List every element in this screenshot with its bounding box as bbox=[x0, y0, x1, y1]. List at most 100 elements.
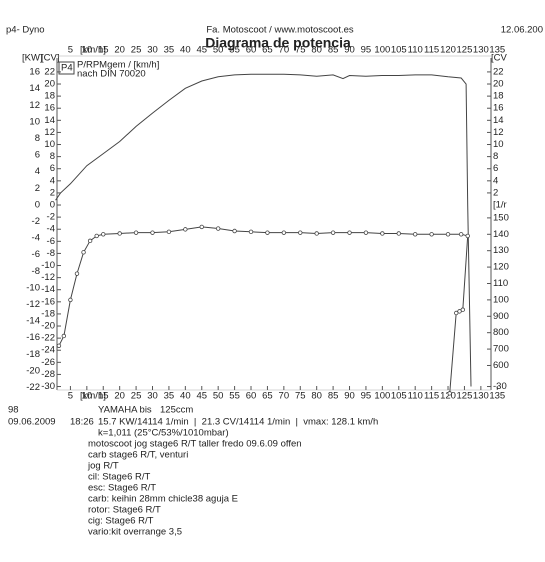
rpm-tick-label: 100 bbox=[493, 294, 509, 305]
x-tick-label-bottom: 80 bbox=[311, 391, 322, 402]
cv-tick-label: 14 bbox=[44, 115, 55, 126]
setup-note: jog R/T bbox=[87, 461, 119, 472]
series-point bbox=[396, 231, 401, 236]
cv-right-tick-label: 16 bbox=[493, 103, 504, 114]
cv-right-tick-label: -30 bbox=[493, 381, 507, 392]
kw-tick-label: 0 bbox=[35, 199, 40, 210]
rpm-tick-label: 800 bbox=[493, 327, 509, 338]
setup-note: cil: Stage6 R/T bbox=[88, 472, 150, 483]
x-tick-label-top: 110 bbox=[408, 45, 423, 56]
x-axis-label-bottom: [km/h] bbox=[80, 391, 106, 402]
cv-right-axis-label: [CV bbox=[491, 53, 508, 64]
x-tick-label-bottom: 45 bbox=[196, 391, 207, 402]
series-point bbox=[166, 229, 172, 235]
series-point bbox=[429, 232, 434, 237]
cv-tick-label: 4 bbox=[50, 175, 55, 186]
series-point bbox=[232, 228, 237, 234]
x-tick-label-bottom: 30 bbox=[147, 391, 158, 402]
series-point bbox=[94, 233, 99, 239]
kw-tick-label: 12 bbox=[29, 100, 40, 111]
x-tick-label-bottom: 50 bbox=[213, 391, 224, 402]
x-tick-label-top: 45 bbox=[196, 45, 207, 56]
x-tick-label-top: 90 bbox=[344, 45, 355, 56]
series-line bbox=[55, 73, 472, 387]
rpm-axis-label: [1/r bbox=[493, 200, 507, 211]
x-tick-label-bottom: 85 bbox=[328, 391, 339, 402]
series-point bbox=[363, 230, 369, 235]
header-left: p4- Dyno bbox=[6, 25, 45, 36]
x-tick-label-bottom: 35 bbox=[164, 391, 175, 402]
series-point bbox=[150, 230, 155, 235]
x-tick-label-top: 135 bbox=[489, 45, 505, 56]
cv-tick-label: 10 bbox=[44, 139, 55, 150]
kw-tick-label: 14 bbox=[29, 83, 40, 94]
kw-tick-label: -4 bbox=[32, 233, 40, 244]
rpm-tick-label: 110 bbox=[493, 278, 508, 289]
cv-axis-label: [CV] bbox=[41, 53, 59, 64]
x-tick-label-bottom: 130 bbox=[473, 391, 489, 402]
series-point bbox=[133, 230, 139, 235]
cv-right-tick-label: 8 bbox=[493, 151, 498, 162]
x-tick-label-bottom: 55 bbox=[229, 391, 240, 402]
x-tick-label-top: 20 bbox=[114, 45, 125, 56]
series-point bbox=[265, 230, 270, 235]
x-tick-label-top: 75 bbox=[295, 45, 306, 56]
series-point bbox=[215, 226, 221, 231]
series-point bbox=[465, 233, 470, 239]
cv-tick-label: -8 bbox=[47, 248, 55, 259]
cv-tick-label: -18 bbox=[41, 308, 55, 319]
cv-tick-label: 18 bbox=[44, 91, 55, 102]
cv-tick-label: 8 bbox=[50, 151, 55, 162]
series-point bbox=[380, 231, 385, 236]
x-tick-label-top: 130 bbox=[473, 45, 489, 56]
x-tick-label-top: 100 bbox=[374, 45, 390, 56]
series-point bbox=[87, 238, 93, 244]
cv-right-tick-label: 18 bbox=[493, 91, 504, 102]
series-point bbox=[248, 229, 254, 235]
x-tick-label-bottom: 75 bbox=[295, 391, 306, 402]
x-tick-label-top: 15 bbox=[98, 45, 109, 56]
legend-box bbox=[58, 61, 75, 75]
x-tick-label-top: 10 bbox=[82, 45, 93, 56]
x-tick-label-bottom: 135 bbox=[489, 391, 505, 402]
run-number: 98 bbox=[8, 405, 19, 416]
x-tick-label-bottom: 90 bbox=[344, 391, 355, 402]
series-point bbox=[61, 333, 67, 339]
kw-tick-label: -14 bbox=[26, 316, 40, 327]
header-center: Fa. Motoscoot / www.motoscoot.es bbox=[206, 25, 354, 36]
x-tick-label-bottom: 110 bbox=[408, 391, 423, 402]
cv-tick-label: -16 bbox=[41, 296, 55, 307]
cv-right-tick-label: 14 bbox=[493, 115, 504, 126]
series-point bbox=[447, 391, 452, 396]
x-tick-label-bottom: 95 bbox=[361, 391, 372, 402]
rpm-tick-label: 120 bbox=[493, 262, 509, 273]
x-tick-label-top: 120 bbox=[440, 45, 456, 56]
kw-tick-label: 6 bbox=[35, 150, 40, 161]
rpm-tick-label: 130 bbox=[493, 245, 509, 256]
series-point bbox=[454, 310, 459, 316]
series-point bbox=[458, 232, 464, 237]
series-point bbox=[347, 230, 352, 235]
x-tick-label-top: 95 bbox=[361, 45, 372, 56]
result: 15.7 KW/14114 1/min | 21.3 CV/14114 1/mi… bbox=[98, 417, 378, 428]
kw-tick-label: -10 bbox=[26, 282, 40, 293]
x-tick-label-bottom: 40 bbox=[180, 391, 191, 402]
cv-tick-label: -14 bbox=[41, 284, 55, 295]
x-tick-label-top: 50 bbox=[213, 45, 224, 56]
x-tick-label-top: 115 bbox=[424, 45, 439, 56]
x-tick-label-top: 85 bbox=[328, 45, 339, 56]
cv-tick-label: -2 bbox=[47, 212, 55, 223]
x-tick-label-top: 60 bbox=[246, 45, 257, 56]
x-tick-label-top: 30 bbox=[147, 45, 158, 56]
series-point bbox=[68, 297, 73, 303]
rpm-tick-label: 140 bbox=[493, 229, 509, 240]
x-tick-label-bottom: 120 bbox=[440, 391, 456, 402]
series-point bbox=[117, 231, 122, 236]
series-point bbox=[199, 224, 204, 230]
setup-note: cig: Stage6 R/T bbox=[88, 516, 154, 527]
legend-line: P/RPMgem / [km/h] bbox=[77, 60, 159, 71]
cv-tick-label: -10 bbox=[41, 260, 55, 271]
kw-tick-label: -12 bbox=[26, 299, 40, 310]
series-point bbox=[412, 232, 418, 237]
